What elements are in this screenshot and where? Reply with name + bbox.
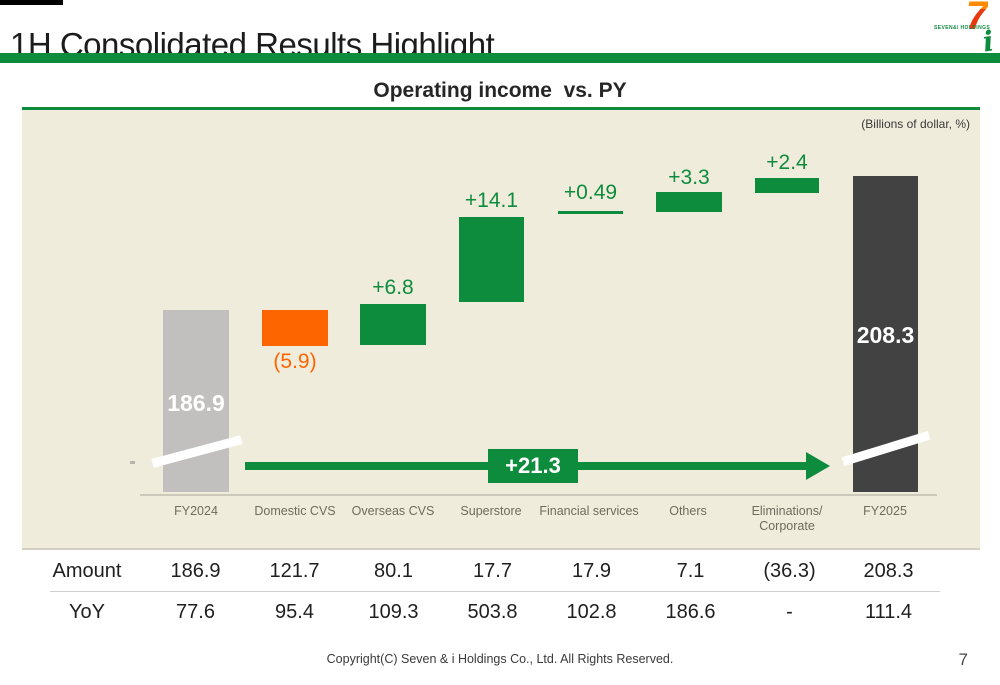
title-underline — [0, 53, 1000, 63]
axis-speck — [130, 461, 135, 464]
seven-i-holdings-logo: 7 SEVEN&i HOLDINGS i — [934, 0, 996, 59]
bar-overseas-cvs-value: +6.8 — [372, 276, 414, 299]
yoy-fy2025: 111.4 — [864, 601, 913, 623]
amount-eliminations-corporate: (36.3) — [763, 559, 816, 582]
axis-label-financial-services: Financial services — [539, 504, 639, 518]
yoy-others: 186.6 — [665, 601, 716, 623]
page-number: 7 — [958, 650, 968, 669]
waterfall-chart-panel: (Billions of dollar, %) 186.9 (5.9) +6.8… — [22, 107, 980, 550]
axis-label-eliminations-corporate: Eliminations/ Corporate — [751, 504, 823, 533]
axis-label-others: Others — [669, 504, 707, 518]
axis-label-fy2024: FY2024 — [174, 504, 218, 518]
bar-domestic-cvs-value: (5.9) — [273, 350, 317, 373]
total-arrow-head-icon — [806, 452, 830, 480]
axis-label-domestic-cvs: Domestic CVS — [254, 504, 336, 518]
bar-others-value: +3.3 — [668, 166, 710, 189]
top-left-artifact — [0, 0, 63, 5]
bar-domestic-cvs — [262, 310, 328, 346]
yoy-superstore: 503.8 — [467, 601, 518, 623]
bar-others — [656, 192, 722, 212]
bar-financial-services — [558, 211, 623, 214]
logo-seven-glyph: 7 — [966, 0, 988, 36]
results-table: Amount 186.9 121.7 80.1 17.7 17.9 7.1 (3… — [28, 551, 938, 634]
axis-label-fy2025: FY2025 — [863, 504, 907, 518]
bar-superstore-value: +14.1 — [464, 189, 519, 212]
copyright-text: Copyright(C) Seven & i Holdings Co., Ltd… — [326, 652, 674, 666]
amount-fy2025: 208.3 — [863, 559, 914, 582]
total-change-badge: +21.3 — [488, 449, 578, 483]
bar-eliminations-corporate-value: +2.4 — [766, 151, 808, 174]
bar-financial-services-value: +0.49 — [563, 181, 618, 204]
row-header-amount: Amount — [52, 559, 122, 582]
amount-domestic-cvs: 121.7 — [269, 559, 320, 582]
yoy-overseas-cvs: 109.3 — [368, 601, 419, 623]
row-header-yoy: YoY — [69, 601, 105, 623]
yoy-fy2024: 77.6 — [176, 601, 215, 623]
yoy-eliminations-corporate: - — [786, 601, 793, 623]
table-row-amount: Amount 186.9 121.7 80.1 17.7 17.9 7.1 (3… — [28, 551, 938, 591]
bar-superstore — [459, 217, 524, 302]
amount-others: 7.1 — [676, 559, 705, 582]
amount-superstore: 17.7 — [473, 559, 512, 582]
bar-fy2024-value: 186.9 — [167, 390, 225, 416]
axis-label-superstore: Superstore — [460, 504, 522, 518]
bar-overseas-cvs — [360, 304, 426, 345]
axis-label-overseas-cvs: Overseas CVS — [351, 504, 435, 518]
bar-fy2025-value: 208.3 — [856, 322, 915, 348]
logo-caption: SEVEN&i HOLDINGS — [934, 25, 991, 31]
table-divider — [50, 591, 940, 592]
bar-fy2024: 186.9 — [163, 310, 229, 492]
table-row-yoy: YoY 77.6 95.4 109.3 503.8 102.8 186.6 - … — [28, 591, 938, 634]
yoy-financial-services: 102.8 — [566, 601, 617, 623]
amount-fy2024: 186.9 — [170, 559, 221, 582]
amount-overseas-cvs: 80.1 — [374, 559, 413, 582]
yoy-domestic-cvs: 95.4 — [275, 601, 314, 623]
unit-note: (Billions of dollar, %) — [861, 117, 970, 131]
bar-eliminations-corporate — [755, 178, 819, 193]
x-axis-line — [140, 494, 937, 496]
chart-title: Operating income vs. PY — [373, 79, 627, 102]
amount-financial-services: 17.9 — [572, 559, 611, 582]
